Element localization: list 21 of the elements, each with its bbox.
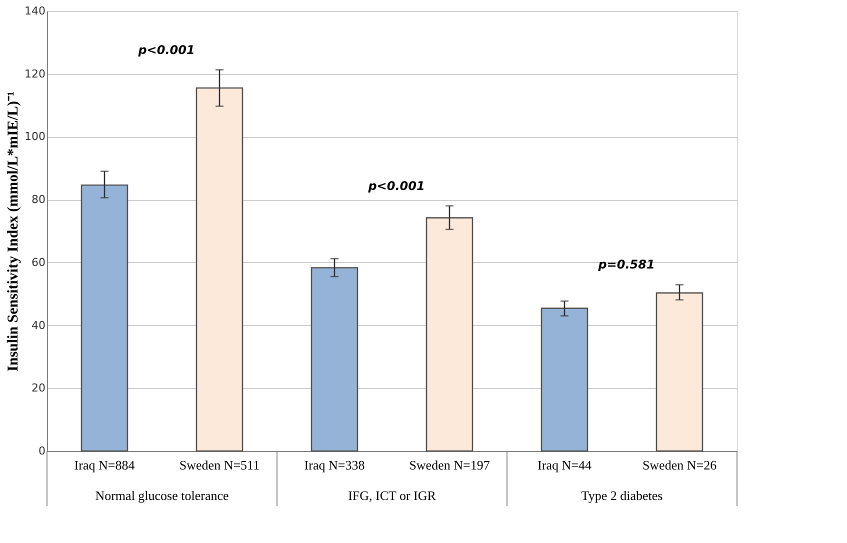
y-tick-label: 0 bbox=[38, 444, 46, 458]
annotation: p<0.001 bbox=[137, 42, 195, 57]
text: Normal glucose tolerance bbox=[95, 488, 230, 503]
x-tick-label: Iraq N=338 bbox=[304, 458, 365, 472]
y-axis-title: Insulin Sensitivity Index (mmol/L*mIE/L)⁻¹ bbox=[6, 92, 22, 372]
x-tick-label: Iraq N=44 bbox=[538, 458, 592, 472]
x-tick-label: Iraq N=884 bbox=[74, 458, 136, 472]
y-tick-label: 20 bbox=[32, 382, 46, 395]
y-tick-label: 100 bbox=[24, 130, 46, 144]
annotation: p=0.581 bbox=[597, 258, 655, 272]
y-tick-label: 80 bbox=[32, 193, 46, 206]
y-tick-label: 120 bbox=[24, 67, 46, 80]
y-tick-label: 40 bbox=[32, 318, 46, 332]
text: Type 2 diabetes bbox=[581, 488, 663, 503]
y-tick-label: 140 bbox=[24, 4, 46, 18]
x-tick-label: Sweden N=511 bbox=[179, 458, 260, 472]
text: IFG, ICT or IGR bbox=[348, 488, 436, 503]
x-tick-label: Sweden N=26 bbox=[642, 458, 718, 472]
y-tick-label: 60 bbox=[32, 256, 46, 269]
annotation: p<0.001 bbox=[367, 178, 425, 193]
x-tick-label: Sweden N=197 bbox=[409, 458, 490, 472]
